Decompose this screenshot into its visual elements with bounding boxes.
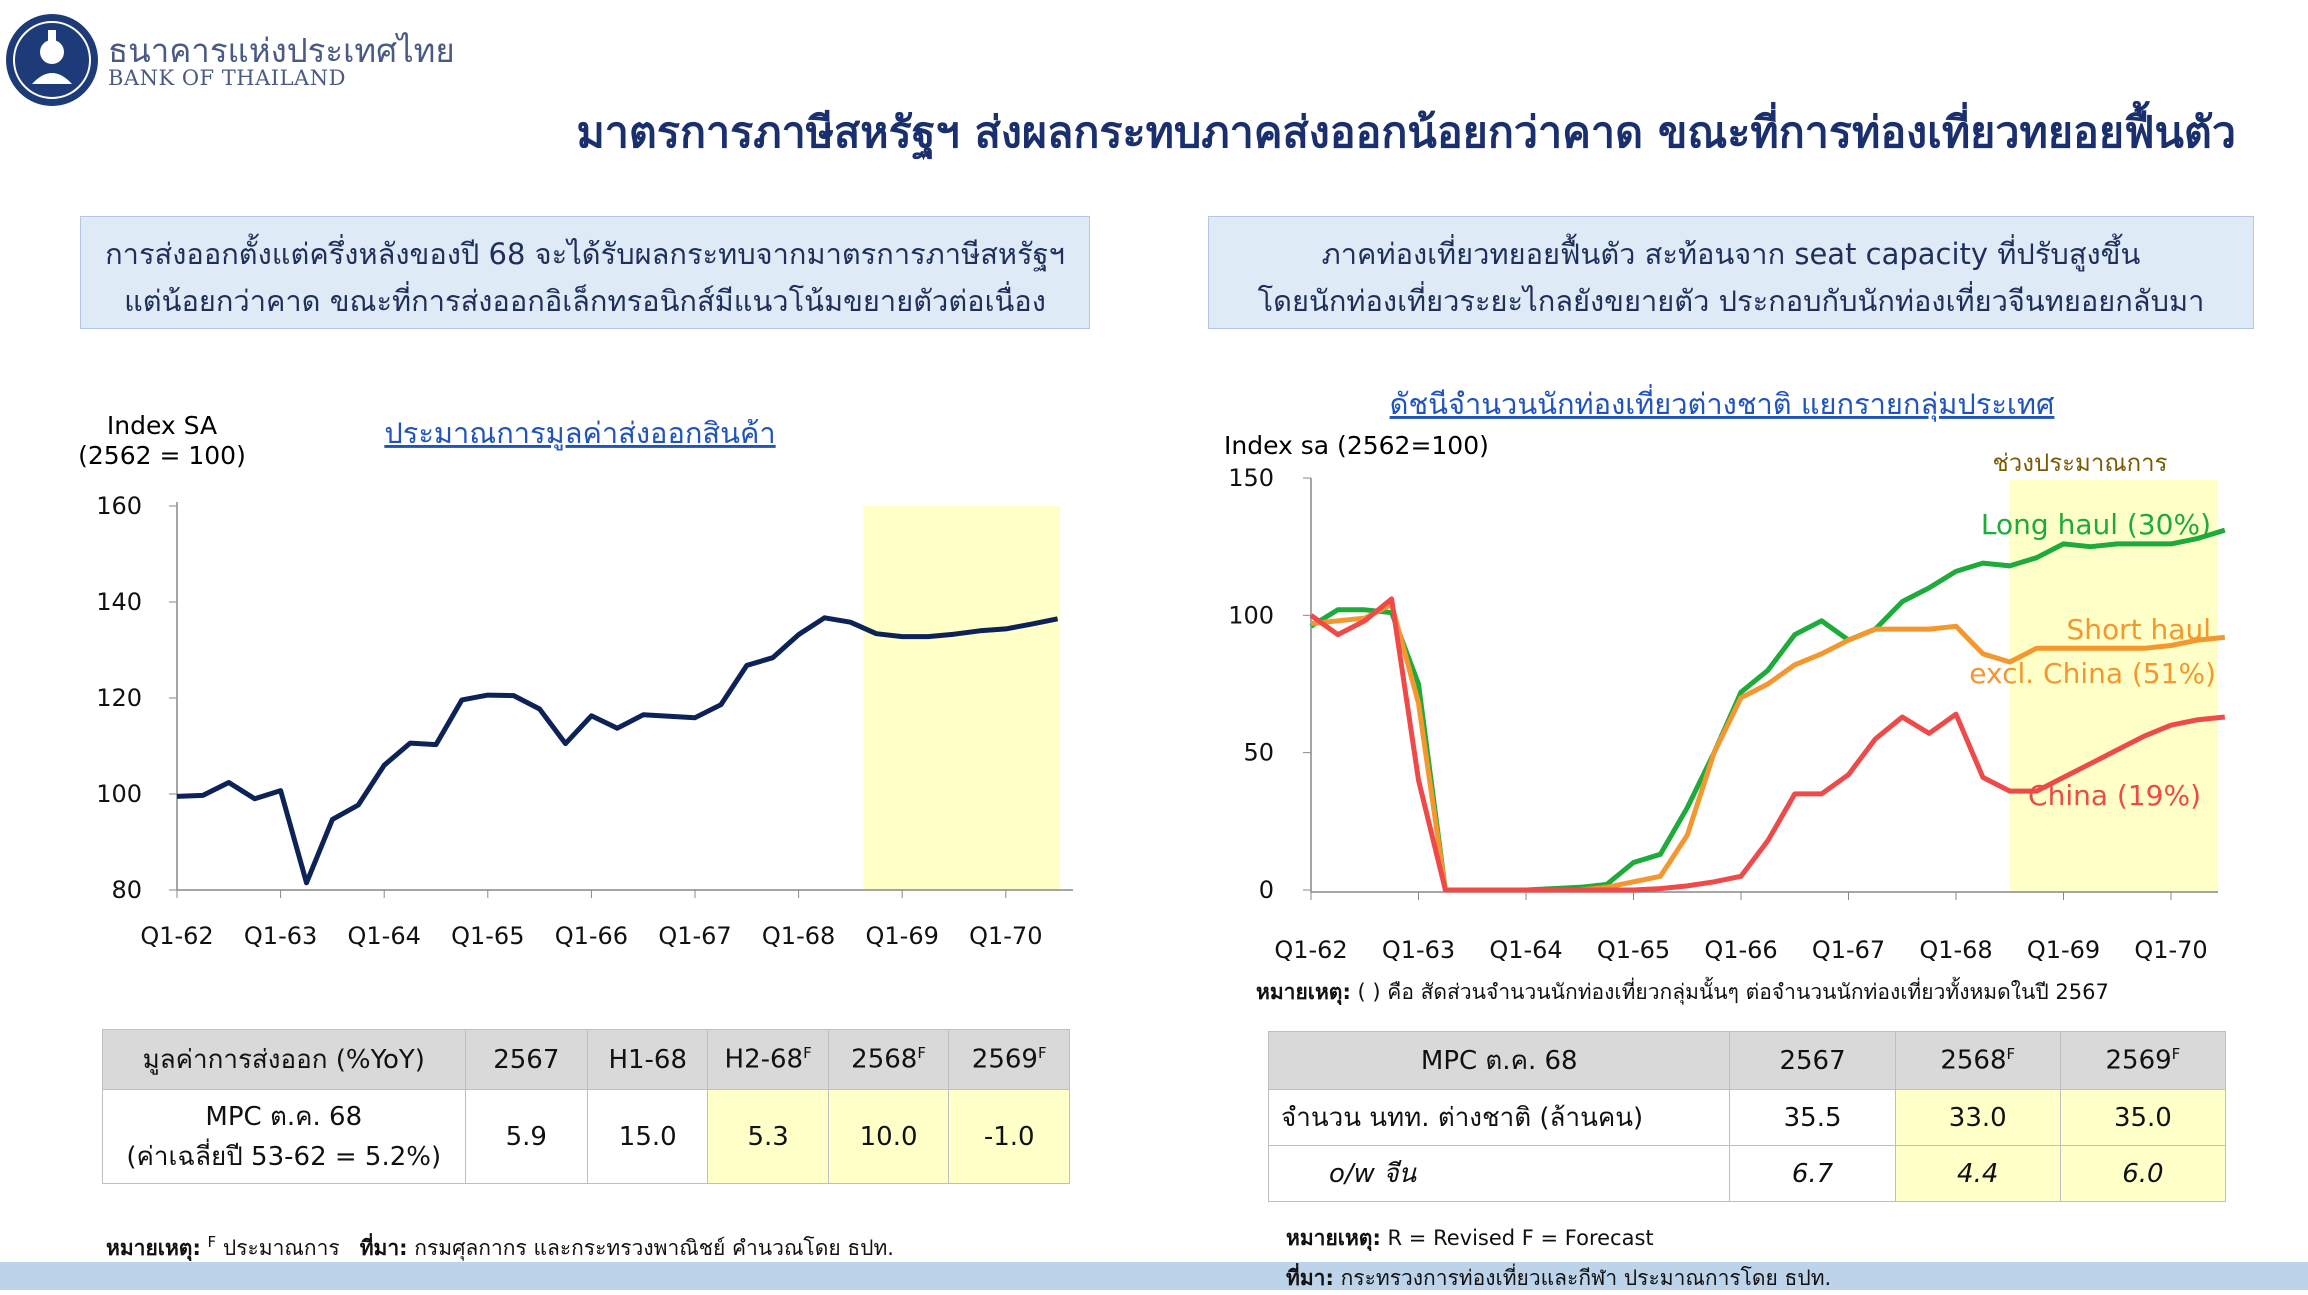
y-tick-label: 50 [1243, 739, 1274, 767]
x-tick-label: Q1-63 [1382, 936, 1455, 964]
table-header-cell: 2569F [2059, 1031, 2227, 1090]
y-axis-label: Index sa (2562=100) [1224, 431, 1489, 460]
footer-bar [0, 1262, 2308, 1290]
table-cell: 35.5 [1729, 1089, 1896, 1146]
forecast-shade [863, 506, 1060, 890]
table-cell: 4.4 [1894, 1145, 2061, 1202]
x-tick-label: Q1-65 [1597, 936, 1670, 964]
tourist-forecast-table: MPC ต.ค. 68 2567 2568F 2569F จำนวน นทท. … [1267, 1031, 2227, 1202]
table-cell: 15.0 [587, 1089, 709, 1184]
table-row-label: จำนวน นทท. ต่างชาติ (ล้านคน) [1267, 1089, 1731, 1146]
table-cell: 6.7 [1729, 1145, 1896, 1202]
bank-name-th: ธนาคารแห่งประเทศไทย [108, 31, 455, 70]
x-tick-label: Q1-64 [348, 922, 421, 950]
tourism-summary-line1: ภาคท่องเที่ยวทยอยฟื้นตัว สะท้อนจาก seat … [1321, 237, 2141, 271]
table-cell: 6.0 [2059, 1145, 2227, 1202]
series-label-short-haul-line1: Short haul [2067, 613, 2211, 646]
table-row-label: MPC ต.ค. 68 (ค่าเฉลี่ยปี 53-62 = 5.2%) [102, 1089, 466, 1184]
x-tick-label: Q1-69 [866, 922, 939, 950]
x-tick-label: Q1-63 [244, 922, 317, 950]
table-row-label: o/w จีน [1267, 1145, 1731, 1202]
tourism-table-note: หมายเหตุ: R = Revised F = Forecast [1286, 1226, 1654, 1250]
x-tick-label: Q1-70 [2134, 936, 2207, 964]
y-tick-label: 100 [1228, 601, 1274, 629]
table-header-cell: มูลค่าการส่งออก (%YoY) [102, 1029, 466, 1090]
x-tick-label: Q1-67 [658, 922, 731, 950]
table-header-row: มูลค่าการส่งออก (%YoY) 2567 H1-68 H2-68F… [102, 1029, 1070, 1090]
bank-name-en: BANK OF THAILAND [108, 66, 346, 90]
table-cell: 33.0 [1894, 1089, 2061, 1146]
tourism-summary-line2: โดยนักท่องเที่ยวระยะไกลยังขยายตัว ประกอบ… [1257, 284, 2205, 318]
x-tick-label: Q1-62 [140, 922, 213, 950]
chart-title: ประมาณการมูลค่าส่งออกสินค้า [384, 416, 775, 451]
series-label-long-haul: Long haul (30%) [1981, 508, 2211, 541]
y-tick-label: 150 [1228, 464, 1274, 492]
y-tick-label: 100 [96, 780, 142, 808]
series-line-china [1309, 596, 2226, 893]
x-tick-label: Q1-66 [1704, 936, 1777, 964]
table-cell: 10.0 [827, 1089, 950, 1184]
table-header-cell: H2-68F [707, 1029, 829, 1090]
x-tick-label: Q1-62 [1274, 936, 1347, 964]
y-tick-label: 160 [96, 492, 142, 520]
series-label-short-haul-line2: excl. China (51%) [1969, 657, 2216, 690]
table-header-cell: 2568F [827, 1029, 950, 1090]
table-header-cell: 2567 [464, 1029, 589, 1090]
table-header-cell: 2568F [1894, 1031, 2061, 1090]
y-tick-label: 80 [111, 876, 142, 904]
forecast-label: ช่วงประมาณการ [1993, 449, 2168, 477]
x-tick-label: Q1-66 [555, 922, 628, 950]
bot-emblem-icon [6, 14, 98, 106]
table-row: o/w จีน 6.7 4.4 6.0 [1267, 1145, 2227, 1202]
table-cell: 5.3 [707, 1089, 829, 1184]
export-forecast-table: มูลค่าการส่งออก (%YoY) 2567 H1-68 H2-68F… [102, 1029, 1070, 1184]
tourist-index-chart: ดัชนีจำนวนนักท่องเที่ยวต่างชาติ แยกรายกล… [1224, 384, 2226, 964]
export-chart: Index SA (2562 = 100) ประมาณการมูลค่าส่ง… [78, 411, 1073, 950]
forecast-shade [2009, 480, 2218, 892]
y-axis-label-line2: (2562 = 100) [78, 441, 246, 470]
x-tick-label: Q1-67 [1812, 936, 1885, 964]
tourism-chart-note: หมายเหตุ: ( ) คือ สัดส่วนจำนวนนักท่องเที… [1256, 980, 2109, 1004]
x-tick-label: Q1-70 [969, 922, 1042, 950]
table-row: MPC ต.ค. 68 (ค่าเฉลี่ยปี 53-62 = 5.2%) 5… [102, 1089, 1070, 1184]
series-label-china: China (19%) [2028, 779, 2201, 812]
table-cell: -1.0 [948, 1089, 1070, 1184]
y-axis-label-line1: Index SA [107, 411, 217, 440]
table-header-cell: 2567 [1729, 1031, 1896, 1090]
x-tick-label: Q1-69 [2027, 936, 2100, 964]
export-summary-box: การส่งออกตั้งแต่ครึ่งหลังของปี 68 จะได้ร… [80, 216, 1090, 329]
chart-title: ดัชนีจำนวนนักท่องเที่ยวต่างชาติ แยกรายกล… [1390, 384, 2055, 422]
table-header-cell: MPC ต.ค. 68 [1267, 1031, 1731, 1090]
table-header-cell: 2569F [948, 1029, 1070, 1090]
table-cell: 5.9 [464, 1089, 589, 1184]
x-tick-label: Q1-68 [762, 922, 835, 950]
y-tick-label: 140 [96, 588, 142, 616]
y-tick-label: 0 [1259, 876, 1274, 904]
y-tick-label: 120 [96, 684, 142, 712]
tourism-source: ที่มา: กระทรวงการท่องเที่ยวและกีฬา ประมา… [1286, 1266, 1832, 1290]
tourism-summary-box: ภาคท่องเที่ยวทยอยฟื้นตัว สะท้อนจาก seat … [1208, 216, 2254, 329]
table-cell: 35.0 [2059, 1089, 2227, 1146]
export-note: หมายเหตุ: F ประมาณการ ที่มา: กรมศุลกากร … [106, 1233, 894, 1260]
series-line-export-index [176, 615, 1059, 886]
table-row: จำนวน นทท. ต่างชาติ (ล้านคน) 35.5 33.0 3… [1267, 1089, 2227, 1146]
page-title: มาตรการภาษีสหรัฐฯ ส่งผลกระทบภาคส่งออกน้อ… [576, 108, 2236, 158]
table-header-cell: H1-68 [587, 1029, 709, 1090]
x-tick-label: Q1-65 [451, 922, 524, 950]
x-tick-label: Q1-64 [1489, 936, 1562, 964]
export-summary-line2: แต่น้อยกว่าคาด ขณะที่การส่งออกอิเล็กทรอน… [124, 284, 1046, 318]
export-summary-line1: การส่งออกตั้งแต่ครึ่งหลังของปี 68 จะได้ร… [105, 237, 1065, 271]
table-header-row: MPC ต.ค. 68 2567 2568F 2569F [1267, 1031, 2227, 1090]
x-tick-label: Q1-68 [1919, 936, 1992, 964]
